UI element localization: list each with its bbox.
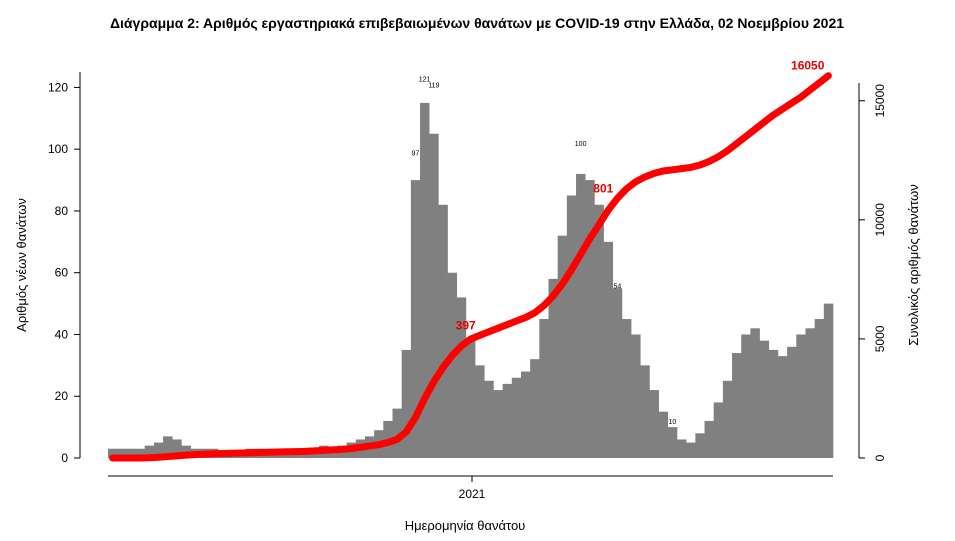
x-tick-label: 2021 (459, 487, 486, 501)
cumulative-deaths-line (109, 72, 832, 462)
bar (805, 328, 815, 458)
bar-value-label: 121 (419, 76, 431, 83)
bar (392, 408, 402, 458)
bar (539, 319, 549, 458)
bar (750, 328, 760, 458)
bar (401, 349, 412, 458)
left-tick-label: 0 (61, 451, 68, 465)
left-tick-label: 20 (55, 389, 69, 403)
bar (530, 359, 540, 458)
left-ticks-group: 0 20 40 60 80 100 120 (48, 80, 80, 465)
bar (475, 365, 485, 458)
bar-value-label: 10 (669, 419, 677, 426)
bar (484, 380, 494, 458)
line-callout-label: 16050 (791, 59, 825, 73)
bar (777, 356, 788, 458)
chart-title: Διάγραμμα 2: Αριθμός εργαστηριακά επιβεβ… (110, 15, 844, 31)
bar (456, 297, 467, 458)
bar (732, 353, 742, 458)
bar (135, 448, 146, 458)
bar (429, 133, 439, 458)
bar (511, 377, 522, 458)
bar (631, 334, 641, 458)
bar (722, 380, 733, 458)
bar (465, 340, 476, 458)
bar (576, 173, 586, 458)
bar (686, 442, 696, 458)
y-axis-right-label: Συνολικός αριθμός θανάτων (906, 184, 921, 345)
bar (502, 383, 513, 458)
right-tick-label: 5000 (873, 325, 887, 352)
bar (420, 102, 430, 458)
bar (548, 278, 558, 458)
bar (447, 272, 458, 458)
bar (153, 442, 164, 458)
bar (704, 420, 714, 458)
bar (438, 204, 448, 458)
bar (796, 334, 806, 458)
right-tick-label: 15000 (873, 84, 887, 118)
bar (603, 241, 614, 458)
bar (658, 411, 669, 458)
line-callout-label: 397 (456, 318, 476, 332)
cumulative-line-group (109, 72, 832, 462)
bar (163, 436, 173, 458)
bar (768, 349, 779, 458)
left-tick-label: 120 (48, 80, 68, 94)
bar (741, 334, 751, 458)
right-ticks-group: 0 5000 10000 15000 (859, 84, 887, 461)
bar (695, 433, 705, 458)
right-tick-label: 0 (873, 454, 887, 461)
left-tick-label: 80 (55, 204, 69, 218)
right-tick-label: 10000 (873, 203, 887, 237)
bar (493, 390, 503, 458)
bar (144, 445, 155, 458)
bar (108, 448, 118, 458)
x-ticks-group: 2021 (459, 476, 486, 501)
callouts-group: 397 801 16050 (456, 59, 825, 333)
bar (410, 180, 421, 458)
bar (566, 195, 577, 458)
bar (640, 365, 650, 458)
bar (814, 319, 825, 458)
bar (172, 439, 182, 458)
line-callout-label: 801 (593, 181, 613, 195)
x-axis-label: Ημερομηνία θανάτου (405, 518, 526, 533)
bar (823, 303, 834, 458)
bar-value-label: 119 (428, 83, 439, 90)
y-axis-left-label: Αριθμός νέων θανάτων (14, 198, 29, 332)
left-tick-label: 40 (55, 327, 69, 341)
bar (787, 346, 797, 458)
bar (676, 439, 687, 458)
bar (649, 390, 659, 458)
bar (713, 402, 724, 458)
bar (621, 319, 632, 458)
bar (612, 288, 623, 458)
left-tick-label: 100 (48, 142, 68, 156)
bar-value-label: 97 (412, 150, 420, 157)
left-tick-label: 60 (55, 266, 69, 280)
bar (117, 448, 127, 458)
bar (585, 180, 595, 458)
bar (126, 448, 136, 458)
bar-value-label: 54 (613, 283, 621, 290)
bar (594, 204, 604, 458)
bar-value-label: 100 (575, 141, 587, 148)
bar (557, 235, 568, 458)
bar (759, 340, 770, 458)
bar (520, 371, 531, 458)
bar (667, 427, 678, 458)
